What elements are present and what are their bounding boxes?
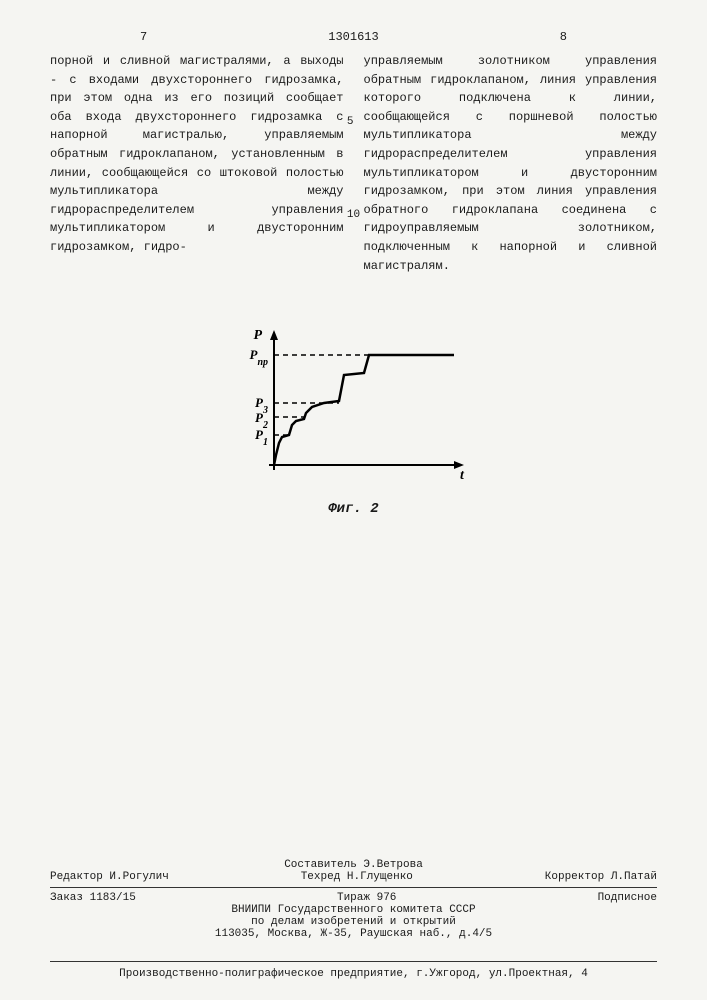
line-marker-5: 5 bbox=[347, 114, 360, 133]
bottom-print-line: Производственно-полиграфическое предприя… bbox=[50, 961, 657, 980]
footer-block: Составитель Э.Ветрова Редактор И.Рогулич… bbox=[50, 859, 657, 940]
page-number-right: 8 bbox=[560, 30, 567, 44]
figure-caption: Фиг. 2 bbox=[50, 501, 657, 517]
ytick-ppr: Pпр bbox=[249, 347, 268, 368]
footer-org2: по делам изобретений и открытий bbox=[50, 916, 657, 928]
chart-svg: P t Pпр P3 P2 P1 bbox=[224, 315, 484, 495]
y-axis-arrow bbox=[270, 330, 278, 340]
footer-order: Заказ 1183/15 bbox=[50, 892, 136, 904]
line-marker-10: 10 bbox=[347, 207, 360, 226]
footer-org1: ВНИИПИ Государственного комитета СССР bbox=[50, 904, 657, 916]
right-column-text: управляемым золотником управления обратн… bbox=[364, 52, 658, 275]
pressure-curve bbox=[274, 355, 454, 465]
document-number: 1301613 bbox=[328, 30, 378, 44]
footer-corrector: Корректор Л.Патай bbox=[545, 871, 657, 883]
gutter-line-numbers: 5 10 bbox=[347, 58, 360, 225]
footer-address: 113035, Москва, Ж-35, Раушская наб., д.4… bbox=[50, 928, 657, 940]
x-axis-label: t bbox=[460, 468, 465, 483]
figure-container: P t Pпр P3 P2 P1 Фиг. 2 bbox=[50, 315, 657, 517]
footer-signed: Подписное bbox=[598, 892, 657, 904]
footer-tiraj: Тираж 976 bbox=[337, 892, 396, 904]
footer-techred: Техред Н.Глущенко bbox=[301, 871, 413, 883]
page-number-left: 7 bbox=[140, 30, 147, 44]
y-axis-label: P bbox=[253, 328, 262, 343]
page-header: 7 1301613 8 bbox=[50, 30, 657, 44]
left-column-text: порной и сливной магистралями, а выходы … bbox=[50, 52, 344, 275]
footer-editor: Редактор И.Рогулич bbox=[50, 871, 169, 883]
figure-2-chart: P t Pпр P3 P2 P1 bbox=[224, 315, 484, 495]
footer-compiler: Составитель Э.Ветрова bbox=[50, 859, 657, 871]
footer-rule-1 bbox=[50, 887, 657, 888]
